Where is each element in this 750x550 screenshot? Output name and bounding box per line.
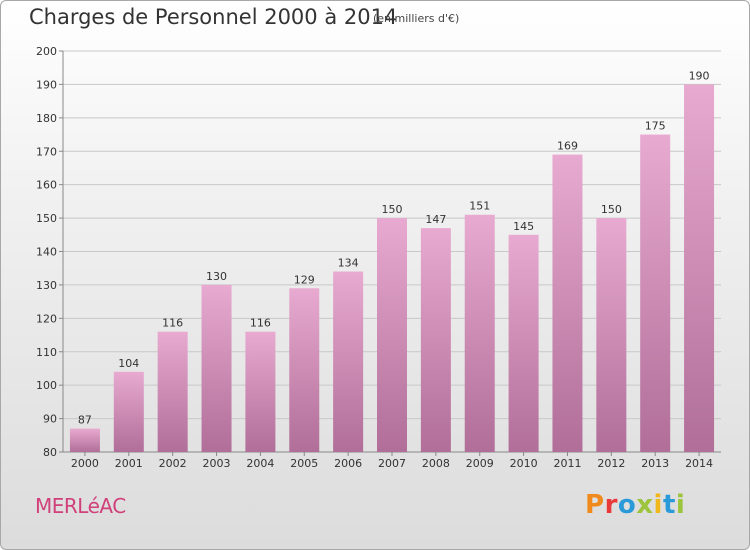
bar <box>552 154 583 452</box>
chart-subtitle: (en milliers d'€) <box>373 12 460 25</box>
bar <box>464 214 495 452</box>
bar <box>508 234 539 452</box>
commune-name: MERLéAC <box>35 494 126 518</box>
brand-letter: i <box>653 490 663 520</box>
bar <box>69 428 100 452</box>
x-tick-label: 2005 <box>290 457 318 470</box>
bar <box>684 84 715 453</box>
x-tick-label: 2014 <box>685 457 713 470</box>
brand-letter: t <box>662 490 676 520</box>
bar <box>157 331 188 452</box>
y-tick-label: 180 <box>36 112 57 125</box>
x-tick-label: 2003 <box>203 457 231 470</box>
x-tick-label: 2012 <box>597 457 625 470</box>
data-label: 116 <box>162 317 183 330</box>
data-label: 116 <box>250 317 271 330</box>
data-label: 104 <box>118 357 139 370</box>
data-label: 134 <box>338 257 359 270</box>
x-tick-label: 2011 <box>553 457 581 470</box>
y-tick-label: 90 <box>43 413 57 426</box>
data-label: 190 <box>689 69 710 82</box>
y-tick-label: 200 <box>36 45 57 58</box>
x-tick-label: 2001 <box>115 457 143 470</box>
x-tick-label: 2006 <box>334 457 362 470</box>
y-tick-label: 170 <box>36 145 57 158</box>
x-tick-label: 2007 <box>378 457 406 470</box>
x-tick-label: 2013 <box>641 457 669 470</box>
bar <box>201 284 232 452</box>
bar <box>245 331 276 452</box>
y-tick-label: 100 <box>36 379 57 392</box>
bar <box>289 288 320 452</box>
y-tick-label: 110 <box>36 346 57 359</box>
chart-title: Charges de Personnel 2000 à 2014 <box>29 5 398 29</box>
x-tick-label: 2000 <box>71 457 99 470</box>
y-tick-label: 160 <box>36 179 57 192</box>
brand-letter: i <box>675 490 686 520</box>
bar <box>640 134 671 452</box>
data-label: 147 <box>425 213 446 226</box>
x-tick-label: 2009 <box>466 457 494 470</box>
brand-letter: x <box>636 490 654 520</box>
data-label: 150 <box>382 203 403 216</box>
y-tick-label: 120 <box>36 312 57 325</box>
brand-logo: Proxiti <box>585 490 685 520</box>
bar <box>333 271 364 452</box>
brand-letter: o <box>617 490 637 520</box>
data-label: 151 <box>469 200 490 213</box>
x-tick-label: 2002 <box>159 457 187 470</box>
bar <box>420 228 451 452</box>
y-tick-label: 80 <box>43 446 57 459</box>
data-label: 130 <box>206 270 227 283</box>
brand-letter: r <box>604 490 618 520</box>
data-label: 145 <box>513 220 534 233</box>
y-tick-label: 150 <box>36 212 57 225</box>
y-tick-label: 140 <box>36 246 57 259</box>
bars <box>69 84 715 453</box>
y-tick-label: 130 <box>36 279 57 292</box>
data-label: 150 <box>601 203 622 216</box>
x-tick-label: 2010 <box>510 457 538 470</box>
bar <box>596 218 627 452</box>
data-label: 175 <box>645 120 666 133</box>
bar <box>113 371 144 452</box>
x-tick-label: 2008 <box>422 457 450 470</box>
labels: 80 90 100 110 120 130 140 150 160 170 180 190 200 200… <box>36 45 713 470</box>
x-tick-label: 2004 <box>246 457 274 470</box>
bar <box>377 218 407 452</box>
brand-letter: P <box>585 490 605 520</box>
data-label: 129 <box>294 273 315 286</box>
data-label: 169 <box>557 140 578 153</box>
data-label: 87 <box>78 414 92 427</box>
y-tick-label: 190 <box>36 78 57 91</box>
